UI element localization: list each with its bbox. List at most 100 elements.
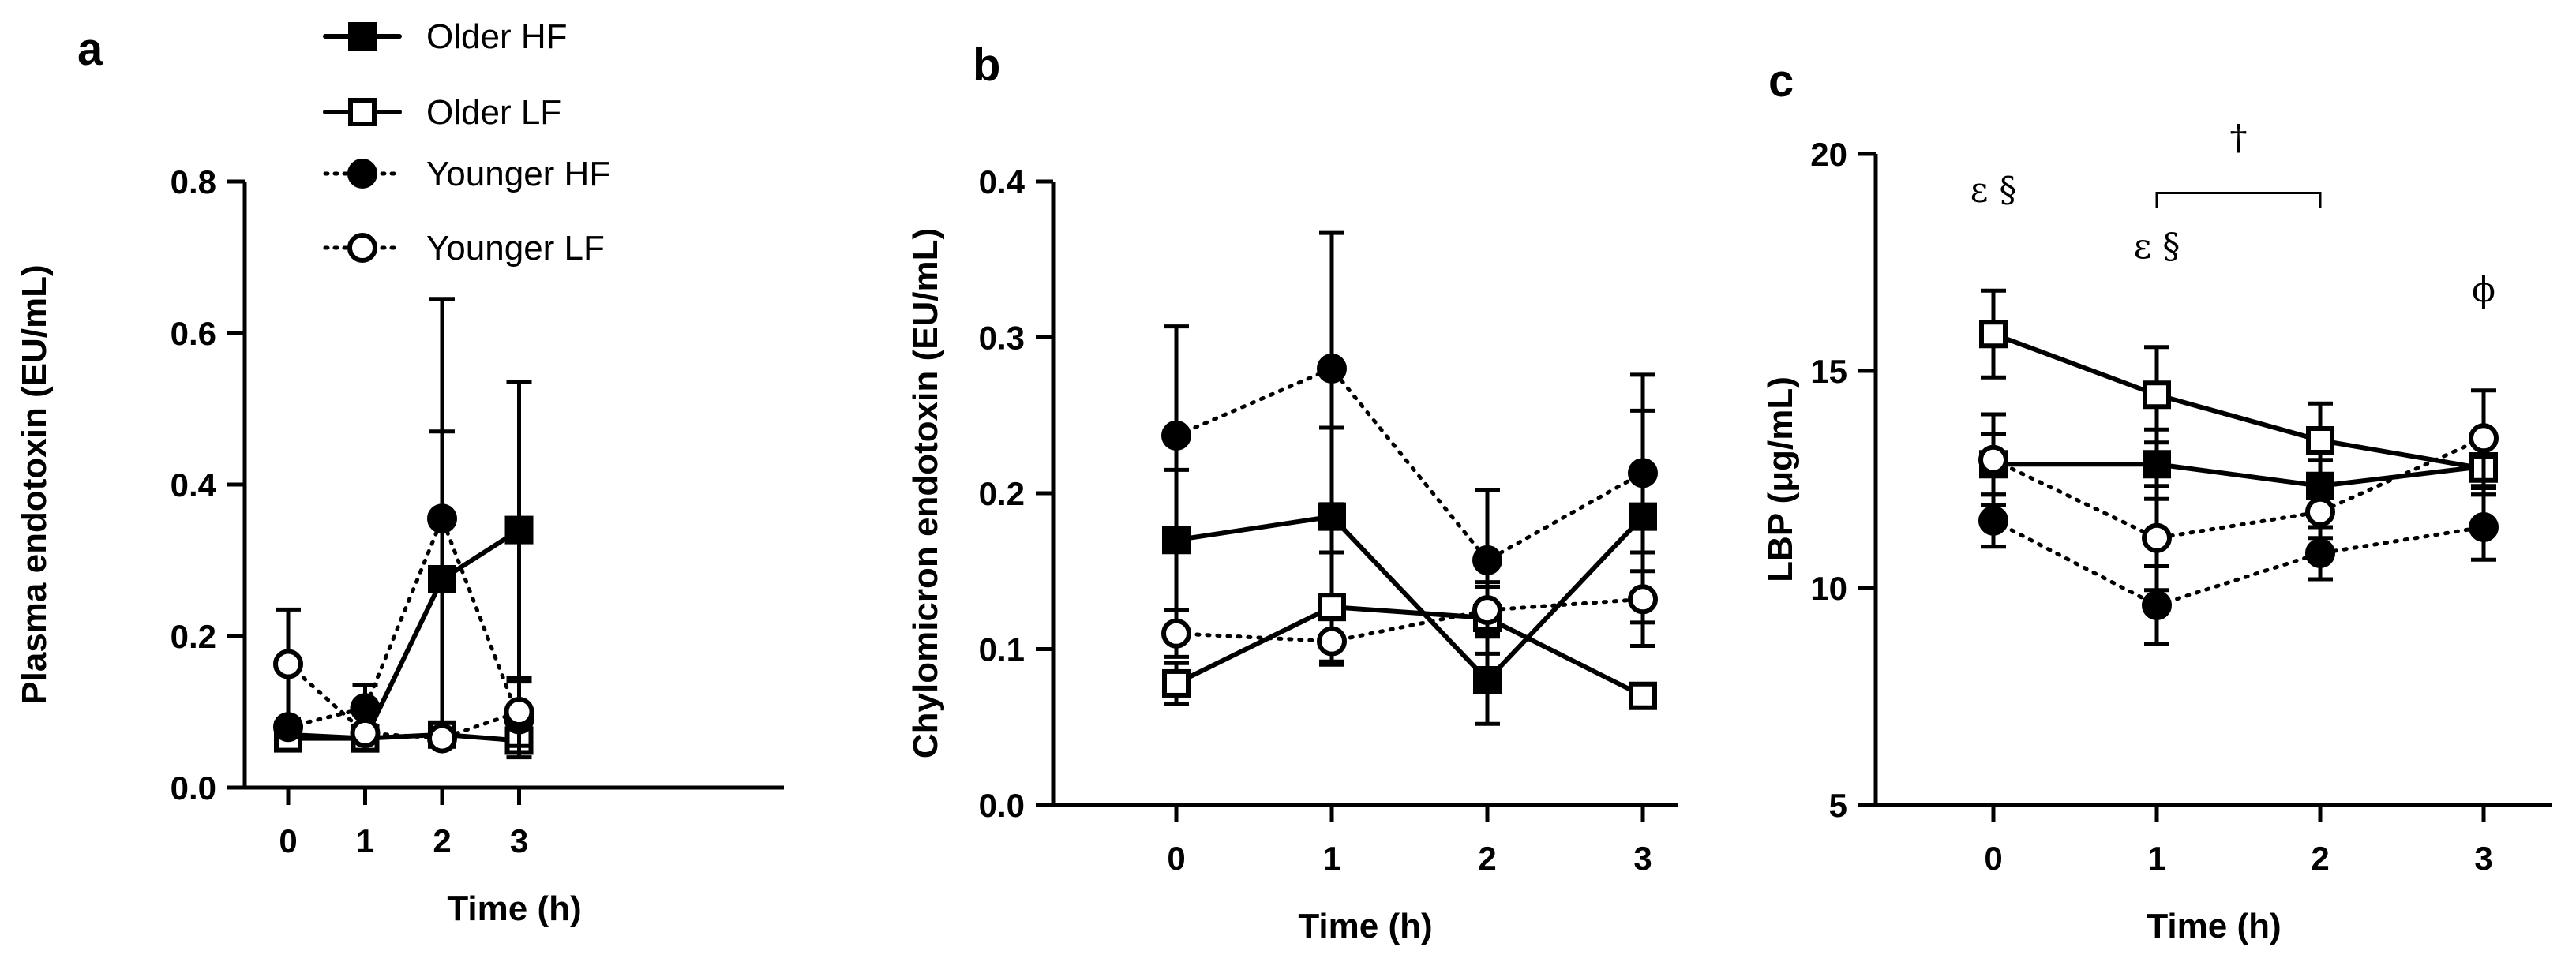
x-tick-label: 1 [356,822,374,859]
series-older-lf [1162,550,1657,710]
x-tick-label: 3 [1633,840,1652,877]
series-line-older-lf [1174,605,1645,698]
data-point [1318,502,1346,531]
y-tick-label: 0.3 [979,320,1025,357]
significance-annotation: ε § [2134,226,2180,267]
legend-label: Older LF [426,93,561,132]
legend-label: Younger LF [426,229,605,268]
y-tick-label: 0.1 [979,631,1025,668]
data-point [504,515,534,545]
y-tick-label: 0.4 [171,466,217,503]
x-tick-label: 0 [1984,840,2002,877]
y-tick-label: 0.2 [979,475,1025,512]
legend-label: Older HF [426,17,567,56]
data-point [2306,426,2334,455]
series-line-older-hf [1174,514,1645,683]
significance-annotation: ε § [1970,170,2017,211]
series-younger-lf [1978,388,2499,593]
x-tick-label: 0 [279,822,297,859]
series-younger-hf [273,297,534,760]
series-younger-hf [1978,492,2499,646]
series-older-hf [1979,427,2498,515]
panel-letter-a: a [77,24,103,75]
series-layer [273,297,534,760]
data-point [1473,666,1502,694]
data-point [1161,618,1191,649]
series-line-younger-hf [1174,366,1645,563]
panel-letter-b: b [973,39,1000,91]
series-line-younger-lf [1991,436,2486,541]
data-point [350,693,381,724]
x-axis-title: Time (h) [447,889,581,928]
data-point [1161,420,1191,451]
significance-annotation: ϕ [2472,270,2495,310]
series-line-younger-lf [286,662,521,741]
legend-marker-younger-lf [347,233,377,263]
y-tick-label: 10 [1810,570,1847,607]
data-point [2469,423,2499,454]
data-point [1162,668,1191,698]
data-point [1317,626,1347,657]
data-point [1472,545,1502,575]
panel-c-lbp: 5 10 15 20 0 1 2 3 Time (h) LBP (μg/mL) ε § ε § † ϕ [1761,118,2552,945]
y-axis-title: LBP (μg/mL) [1761,376,1800,582]
series-older-hf [1162,408,1657,726]
legend-item-older-hf: Older HF [323,17,567,56]
x-tick-label: 2 [2311,840,2329,877]
series-younger-hf [1161,230,1658,633]
panel-letter-c: c [1768,55,1794,107]
significance-annotation: † [2230,118,2248,159]
data-point [2142,522,2172,553]
y-tick-label: 0.4 [979,163,1026,200]
data-point [2305,496,2335,527]
y-axis-title: Chylomicron endotoxin (EU/mL) [906,228,945,758]
data-point [427,503,457,534]
x-tick-label: 2 [433,822,451,859]
y-tick-label: 20 [1810,136,1847,173]
data-point [1317,354,1347,384]
y-tick-label: 0.2 [171,618,216,655]
data-point [504,697,534,727]
y-tick-label: 0.0 [171,769,216,807]
x-tick-label: 2 [1478,840,1496,877]
data-point [1978,505,2008,536]
y-tick-label: 5 [1829,787,1847,824]
series-line-older-lf [1991,331,2486,471]
y-tick-label: 15 [1810,353,1847,390]
data-point [1978,444,2008,475]
legend-item-younger-hf: Younger HF [323,155,610,193]
data-point [2305,538,2335,568]
legend-marker-younger-hf [347,159,377,189]
legend-marker-older-lf [348,98,377,126]
data-point [1472,595,1502,626]
panel-a-plasma-endotoxin: 0.0 0.2 0.4 0.6 0.8 0 1 2 3 Time (h) Plasma endoto… [15,163,784,928]
data-point [1629,681,1657,710]
legend-item-older-lf: Older LF [323,93,561,132]
x-axis-title: Time (h) [2147,907,2281,945]
series-younger-lf [273,607,534,754]
y-tick-label: 0.0 [979,787,1025,824]
x-tick-label: 0 [1167,840,1185,877]
data-point [2469,512,2499,542]
series-layer [1978,288,2499,646]
panel-b-chylomicron-endotoxin: 0.0 0.1 0.2 0.3 0.4 0 1 2 3 Time (h) Chylomicron e… [906,163,1678,945]
data-point [273,649,303,679]
data-point [1628,584,1658,615]
x-tick-label: 1 [2147,840,2165,877]
legend-marker-older-hf [348,22,377,51]
legend: Older HF Older LF Younger HF Younger LF [323,17,610,268]
series-line-younger-hf [286,516,521,729]
data-point [1318,593,1346,622]
series-line-older-hf [286,527,522,741]
series-line-older-hf [1991,462,2486,488]
legend-label: Younger HF [426,155,610,193]
data-point [1628,458,1658,488]
x-tick-label: 3 [510,822,528,859]
series-line-younger-hf [1991,518,2486,608]
series-younger-lf [1161,550,1658,667]
legend-item-younger-lf: Younger LF [323,229,605,268]
x-tick-label: 1 [1322,840,1340,877]
series-layer [1161,230,1658,726]
x-tick-label: 3 [2474,840,2492,877]
